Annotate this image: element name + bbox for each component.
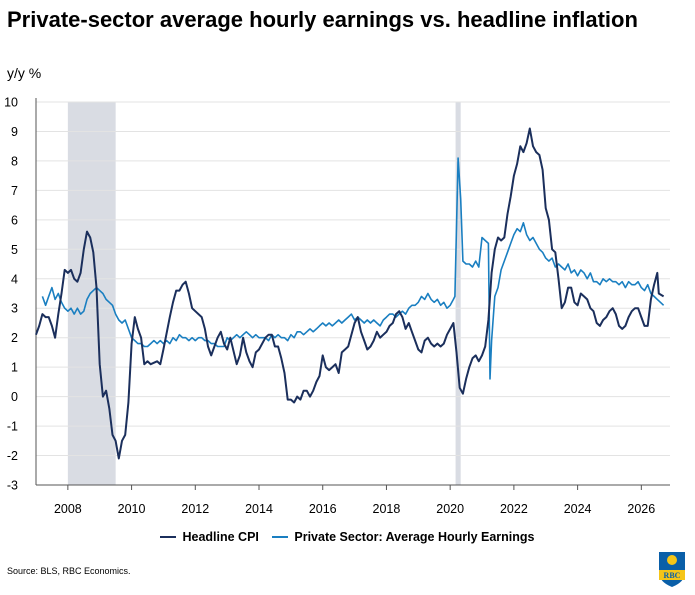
x-tick-labels: 2008 2010 2012 2014 2016 2018 2020 2022 2024 2026 bbox=[54, 485, 655, 516]
y-tick-label: 8 bbox=[11, 154, 18, 168]
legend-swatch-headline-cpi bbox=[160, 536, 177, 538]
legend: Headline CPI Private Sector: Average Hou… bbox=[0, 527, 695, 544]
legend-item-earnings: Private Sector: Average Hourly Earnings bbox=[272, 530, 535, 544]
legend-label-earnings: Private Sector: Average Hourly Earnings bbox=[294, 530, 535, 544]
series-line-headline-cpi bbox=[35, 127, 665, 460]
y-tick-label: -1 bbox=[7, 420, 18, 434]
legend-label-headline-cpi: Headline CPI bbox=[182, 530, 259, 544]
svg-text:RBC: RBC bbox=[664, 571, 681, 580]
recession-band-1 bbox=[455, 102, 461, 485]
chart-title: Private-sector average hourly earnings v… bbox=[7, 7, 638, 32]
y-tick-label: 3 bbox=[11, 302, 18, 316]
y-tick-label: 1 bbox=[11, 361, 18, 375]
y-tick-label: 6 bbox=[11, 213, 18, 227]
x-tick-label: 2016 bbox=[309, 502, 337, 516]
x-tick-label: 2026 bbox=[627, 502, 655, 516]
y-tick-label: -2 bbox=[7, 449, 18, 463]
rbc-logo-icon: RBC bbox=[659, 552, 685, 587]
y-tick-label: 2 bbox=[11, 331, 18, 345]
x-tick-label: 2022 bbox=[500, 502, 528, 516]
y-tick-label: 5 bbox=[11, 243, 18, 257]
y-tick-label: -3 bbox=[7, 479, 18, 493]
y-tick-label: 4 bbox=[11, 272, 18, 286]
x-tick-label: 2008 bbox=[54, 502, 82, 516]
series-lines bbox=[35, 127, 665, 460]
x-tick-label: 2018 bbox=[373, 502, 401, 516]
legend-item-headline-cpi: Headline CPI bbox=[160, 530, 259, 544]
x-tick-label: 2012 bbox=[181, 502, 209, 516]
y-tick-label: 9 bbox=[11, 125, 18, 139]
y-tick-label: 0 bbox=[11, 390, 18, 404]
legend-swatch-earnings bbox=[272, 536, 289, 538]
y-tick-label: 10 bbox=[4, 96, 18, 110]
source-note: Source: BLS, RBC Economics. bbox=[7, 566, 131, 576]
y-axis-label: y/y % bbox=[7, 65, 42, 81]
x-tick-label: 2014 bbox=[245, 502, 273, 516]
x-tick-label: 2024 bbox=[564, 502, 592, 516]
gridlines bbox=[35, 98, 670, 486]
recession-band-0 bbox=[67, 102, 116, 485]
recession-shading bbox=[67, 102, 461, 485]
x-tick-label: 2010 bbox=[118, 502, 146, 516]
x-tick-label: 2020 bbox=[436, 502, 464, 516]
series-line-average-hourly-earnings bbox=[41, 157, 665, 380]
y-tick-label: 7 bbox=[11, 184, 18, 198]
